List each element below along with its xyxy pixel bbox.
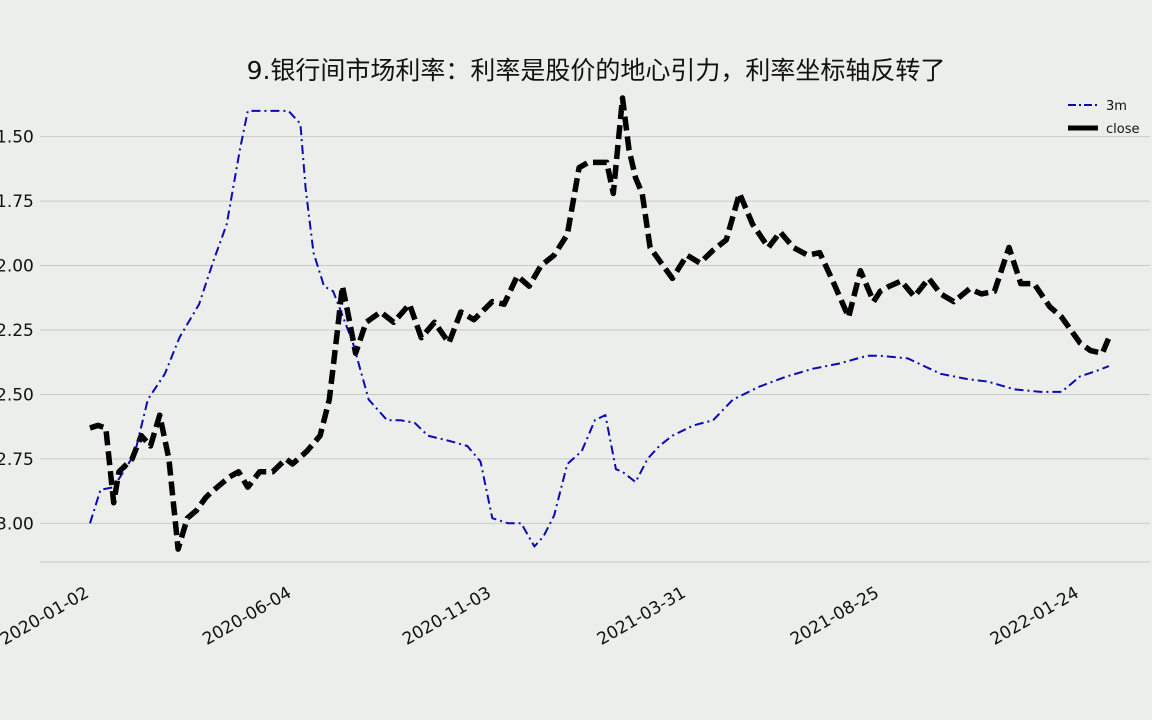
y-axis-ticks: 1.50 1.75 2.00 2.25 2.50 2.75 3.00 — [0, 128, 34, 535]
y-tick-label-3: 2.25 — [0, 321, 34, 341]
x-tick-label-2: 2020-11-03 — [399, 583, 495, 650]
y-tick-label-0: 1.50 — [0, 128, 34, 148]
x-tick-label-0: 2020-01-02 — [0, 583, 92, 650]
x-axis-ticks: 2020-01-02 2020-06-04 2020-11-03 2021-03-31… — [0, 583, 1083, 650]
series-line-3m — [89, 109, 1110, 548]
y-tick-label-6: 3.00 — [0, 514, 34, 534]
legend-label-3m: 3m — [1106, 99, 1127, 114]
y-tick-label-2: 2.00 — [0, 257, 34, 277]
y-tick-label-4: 2.50 — [0, 385, 34, 405]
legend: 3m close — [1068, 99, 1139, 137]
x-tick-label-3: 2021-03-31 — [594, 583, 690, 650]
chart-title: 9.银行间市场利率：利率是股价的地心引力，利率坐标轴反转了 — [247, 56, 946, 85]
series-lines — [89, 95, 1112, 552]
gridlines — [40, 136, 1150, 563]
x-tick-label-1: 2020-06-04 — [199, 583, 295, 650]
y-tick-label-1: 1.75 — [0, 192, 34, 212]
legend-label-close: close — [1106, 122, 1139, 137]
x-tick-label-5: 2022-01-24 — [987, 583, 1083, 650]
y-tick-label-5: 2.75 — [0, 450, 34, 470]
series-line-close — [89, 95, 1112, 552]
x-tick-label-4: 2021-08-25 — [787, 583, 883, 650]
